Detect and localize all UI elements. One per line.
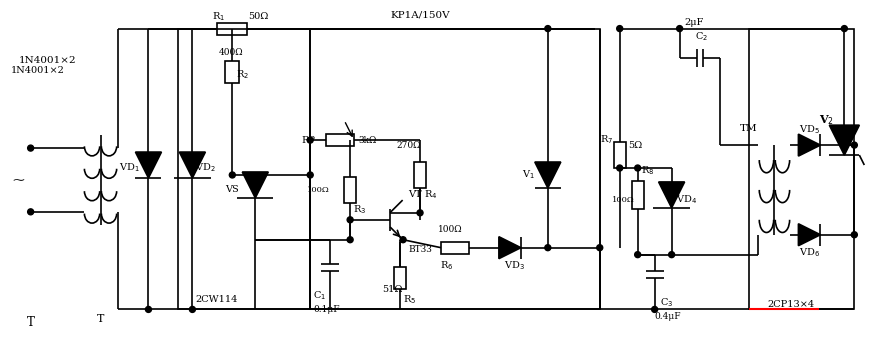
Polygon shape	[798, 224, 819, 246]
Text: ~: ~	[11, 171, 26, 188]
Polygon shape	[242, 172, 268, 198]
Circle shape	[400, 237, 406, 243]
Circle shape	[189, 306, 196, 312]
Text: VS: VS	[225, 185, 239, 194]
Text: C$_2$: C$_2$	[693, 30, 706, 43]
Bar	[326, 134, 354, 146]
Text: T: T	[27, 316, 35, 329]
Circle shape	[307, 172, 313, 178]
Circle shape	[676, 26, 682, 32]
Text: 51Ω: 51Ω	[381, 285, 402, 294]
Text: 1N4001×2: 1N4001×2	[18, 56, 76, 65]
Text: 100Ω: 100Ω	[437, 225, 461, 234]
Text: R$_4$: R$_4$	[423, 188, 437, 201]
Bar	[178, 29, 310, 309]
Text: VD$_4$: VD$_4$	[675, 193, 696, 206]
Bar	[631, 181, 643, 209]
Bar	[344, 177, 355, 203]
Circle shape	[544, 245, 550, 251]
Text: T: T	[96, 314, 104, 324]
Text: VT: VT	[408, 190, 421, 199]
Circle shape	[28, 145, 34, 151]
Circle shape	[651, 306, 657, 312]
Text: VD$_3$: VD$_3$	[503, 259, 524, 272]
Text: R$_3$: R$_3$	[353, 203, 366, 216]
Bar	[748, 29, 853, 309]
Text: 2CP13×4: 2CP13×4	[766, 300, 813, 309]
Bar	[225, 62, 239, 83]
Text: R$_1$: R$_1$	[211, 10, 224, 23]
Text: R$_8$: R$_8$	[640, 165, 653, 177]
Polygon shape	[179, 152, 205, 178]
Circle shape	[596, 245, 602, 251]
Circle shape	[851, 232, 856, 238]
Circle shape	[851, 142, 856, 148]
Text: R$_2$: R$_2$	[236, 68, 249, 81]
Text: 100Ω: 100Ω	[307, 186, 330, 194]
Polygon shape	[534, 162, 561, 188]
Text: 2CW114: 2CW114	[196, 295, 237, 304]
Circle shape	[347, 237, 353, 243]
Text: VD$_2$: VD$_2$	[196, 162, 216, 174]
Text: C$_3$: C$_3$	[659, 296, 673, 309]
Circle shape	[28, 209, 34, 215]
Text: 3kΩ: 3kΩ	[358, 136, 376, 144]
Circle shape	[634, 165, 640, 171]
Polygon shape	[798, 134, 819, 156]
Text: V$_1$: V$_1$	[521, 169, 534, 181]
Bar	[394, 267, 406, 289]
Circle shape	[634, 252, 640, 258]
Circle shape	[616, 165, 622, 171]
Bar	[414, 162, 426, 188]
Text: 400Ω: 400Ω	[218, 48, 242, 57]
Text: 100Ω: 100Ω	[611, 196, 634, 204]
Polygon shape	[828, 125, 859, 155]
Text: 5Ω: 5Ω	[627, 141, 641, 150]
Text: 0.1μF: 0.1μF	[313, 305, 340, 314]
Text: VD$_5$: VD$_5$	[799, 123, 819, 136]
Bar	[217, 22, 247, 35]
Circle shape	[416, 210, 422, 216]
Bar	[613, 142, 625, 168]
Text: BT33: BT33	[408, 245, 431, 254]
Text: 270Ω: 270Ω	[395, 141, 420, 150]
Circle shape	[347, 217, 353, 223]
Text: VD$_1$: VD$_1$	[118, 162, 139, 174]
Polygon shape	[658, 182, 684, 208]
Circle shape	[229, 172, 235, 178]
Text: 50Ω: 50Ω	[248, 12, 269, 21]
Bar	[441, 242, 468, 254]
Text: C$_1$: C$_1$	[313, 289, 326, 302]
Circle shape	[840, 26, 846, 32]
Text: V$_2$: V$_2$	[819, 113, 833, 127]
Text: 2μF: 2μF	[684, 18, 703, 27]
Text: VD$_6$: VD$_6$	[799, 246, 819, 259]
Text: R$_6$: R$_6$	[440, 259, 453, 272]
Bar	[310, 29, 599, 309]
Circle shape	[840, 142, 846, 148]
Circle shape	[307, 137, 313, 143]
Circle shape	[616, 26, 622, 32]
Text: R$_7$: R$_7$	[599, 133, 613, 146]
Text: R$_5$: R$_5$	[402, 293, 415, 306]
Text: TM: TM	[739, 124, 756, 133]
Text: RP: RP	[301, 136, 315, 144]
Text: 1N4001×2: 1N4001×2	[10, 66, 64, 75]
Circle shape	[145, 306, 151, 312]
Circle shape	[668, 252, 673, 258]
Text: 0.4μF: 0.4μF	[653, 312, 680, 321]
Circle shape	[544, 26, 550, 32]
Text: KP1A/150V: KP1A/150V	[389, 10, 449, 19]
Polygon shape	[136, 152, 162, 178]
Polygon shape	[498, 237, 521, 259]
